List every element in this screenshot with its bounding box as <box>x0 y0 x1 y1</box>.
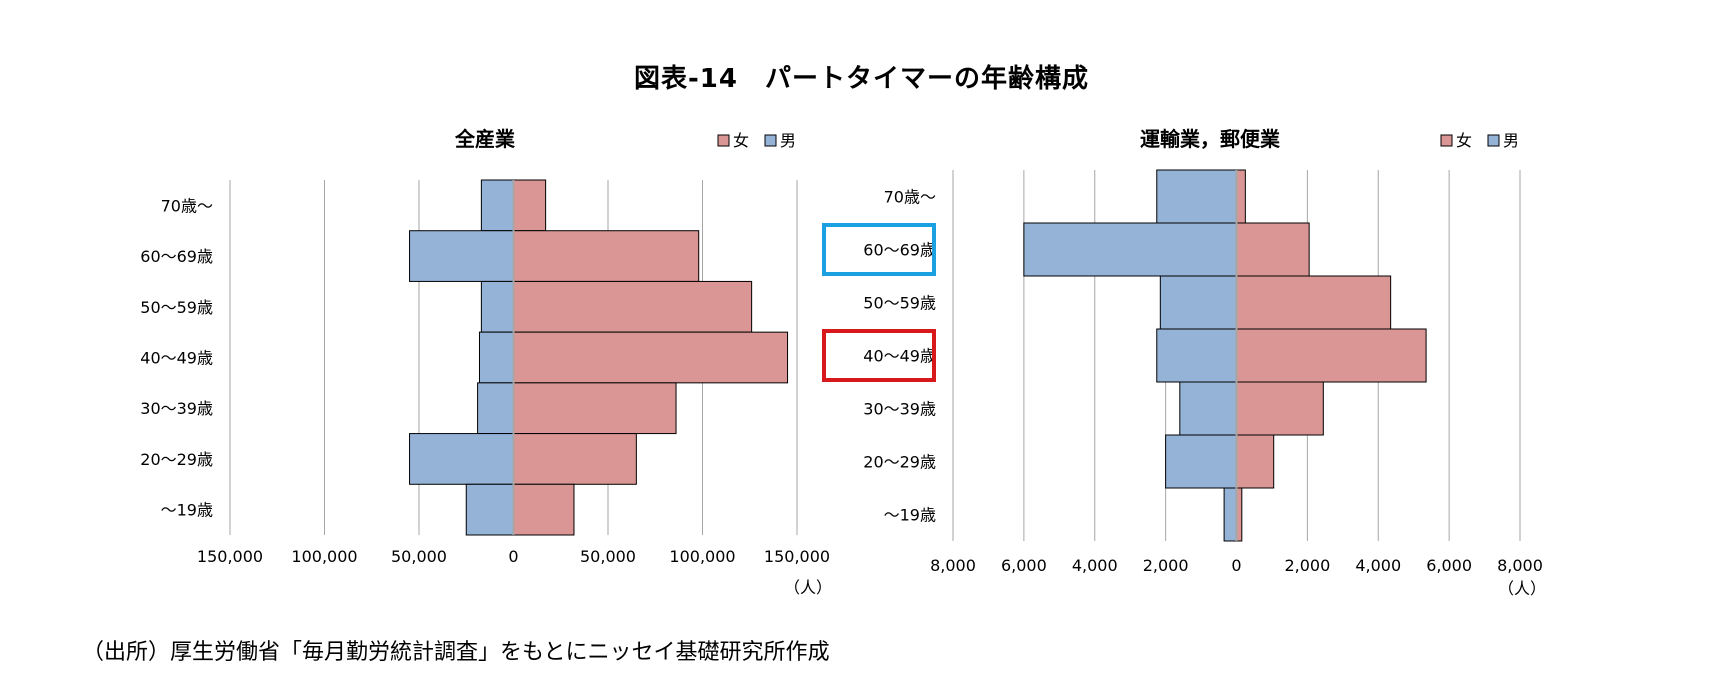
category-label: 20～29歳 <box>140 450 213 469</box>
bar-male <box>1156 328 1237 383</box>
source-note: （出所）厚生労働省「毎月勤労統計調査」をもとにニッセイ基礎研究所作成 <box>82 640 830 665</box>
category-label: 20～29歳 <box>863 453 936 472</box>
category-label: 70歳～ <box>161 196 213 215</box>
tick-label: 150,000 <box>764 547 830 566</box>
tick-label: 0 <box>508 547 518 566</box>
legend-swatch <box>764 134 777 147</box>
bar-male <box>1023 222 1237 277</box>
tick-label: 50,000 <box>580 547 636 566</box>
bar-female <box>513 179 547 232</box>
tick-label: 2,000 <box>1143 556 1189 575</box>
bar-female <box>1236 381 1324 436</box>
tick-label: 6,000 <box>1001 556 1047 575</box>
category-label: 30～39歳 <box>863 400 936 419</box>
tick-label: 50,000 <box>391 547 447 566</box>
category-label: 50～59歳 <box>140 298 213 317</box>
legend-label: 女 <box>1456 131 1472 150</box>
tick-label: 100,000 <box>291 547 357 566</box>
legend-swatch <box>1487 134 1500 147</box>
category-label: 70歳～ <box>884 188 936 207</box>
tick-label: 8,000 <box>1497 556 1543 575</box>
bar-female <box>1236 328 1427 383</box>
bar-male <box>409 230 514 282</box>
tick-label: 6,000 <box>1426 556 1472 575</box>
highlight-box <box>822 223 936 276</box>
legend-label: 女 <box>733 131 749 150</box>
category-label: 40～49歳 <box>863 347 936 366</box>
bar-male <box>478 331 515 384</box>
tick-label: 4,000 <box>1355 556 1401 575</box>
unit-label: （人） <box>784 578 832 597</box>
bar-male <box>1179 381 1238 436</box>
tick-label: 8,000 <box>930 556 976 575</box>
legend-swatch <box>1440 134 1453 147</box>
category-label: 40～49歳 <box>140 349 213 368</box>
category-label: 50～59歳 <box>863 294 936 313</box>
tick-label: 2,000 <box>1284 556 1330 575</box>
bar-male <box>1223 487 1238 542</box>
legend-swatch <box>717 134 730 147</box>
bar-female <box>513 433 637 485</box>
legend-label: 男 <box>1503 131 1519 150</box>
tick-label: 150,000 <box>197 547 263 566</box>
tick-label: 4,000 <box>1072 556 1118 575</box>
bar-male <box>1165 434 1237 489</box>
bar-female <box>1236 169 1246 224</box>
category-label: 60～69歳 <box>863 241 936 260</box>
bar-male <box>1156 169 1237 224</box>
category-label: ～19歳 <box>884 506 936 525</box>
highlight-box <box>822 329 936 382</box>
chart-title: 運輸業，郵便業 <box>1140 127 1281 151</box>
bar-male <box>1159 275 1237 330</box>
unit-label: （人） <box>1498 579 1546 598</box>
tick-label: 0 <box>1231 556 1241 575</box>
tick-label: 100,000 <box>669 547 735 566</box>
legend-label: 男 <box>780 131 796 150</box>
bar-female <box>1236 434 1275 489</box>
category-label: 30～39歳 <box>140 399 213 418</box>
bar-female <box>1236 222 1310 277</box>
bar-female <box>513 331 789 384</box>
category-label: ～19歳 <box>161 501 213 520</box>
chart-title: 全産業 <box>454 127 516 151</box>
page-title: 図表-14 パートタイマーの年齢構成 <box>634 64 1089 94</box>
category-label: 60～69歳 <box>140 247 213 266</box>
bar-female <box>1236 275 1392 330</box>
